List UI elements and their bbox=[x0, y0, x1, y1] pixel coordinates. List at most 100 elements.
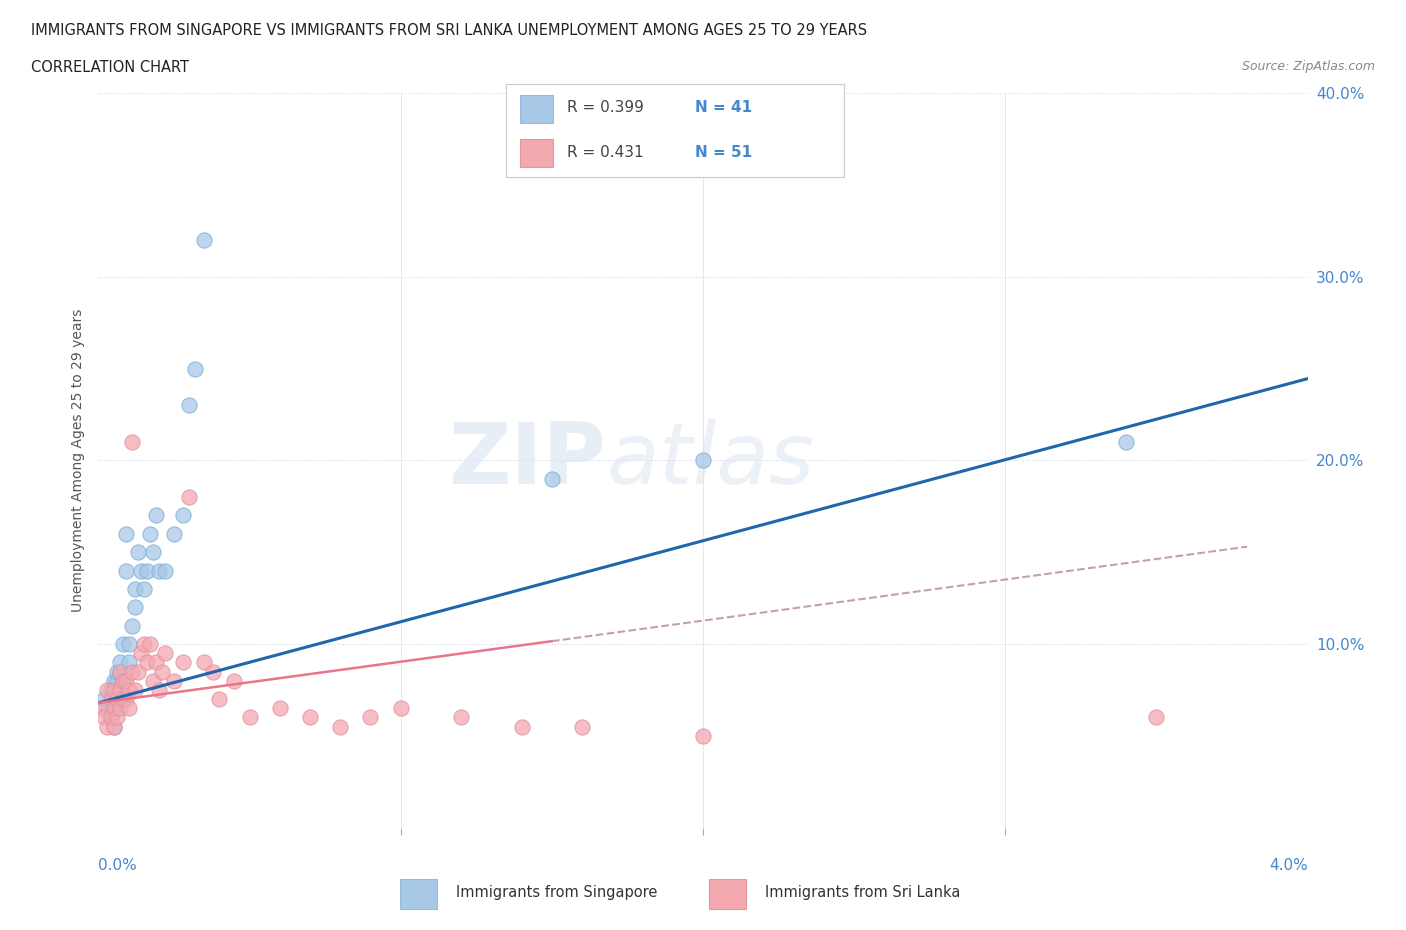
Text: N = 41: N = 41 bbox=[695, 100, 752, 115]
Point bbox=[105, 701, 128, 716]
Point bbox=[135, 564, 157, 578]
FancyBboxPatch shape bbox=[520, 95, 554, 123]
Point bbox=[93, 692, 115, 707]
Point bbox=[150, 664, 173, 679]
Text: R = 0.399: R = 0.399 bbox=[567, 100, 644, 115]
Point bbox=[111, 673, 134, 688]
Point bbox=[108, 692, 131, 707]
Text: N = 51: N = 51 bbox=[695, 145, 752, 160]
Point bbox=[224, 673, 246, 688]
FancyBboxPatch shape bbox=[520, 140, 554, 167]
Point bbox=[124, 600, 146, 615]
Text: Immigrants from Sri Lanka: Immigrants from Sri Lanka bbox=[765, 885, 960, 900]
Point bbox=[202, 664, 225, 679]
Point bbox=[179, 398, 201, 413]
Point bbox=[103, 719, 125, 734]
Point bbox=[124, 683, 146, 698]
Point bbox=[105, 664, 128, 679]
Point bbox=[269, 701, 291, 716]
Point bbox=[510, 719, 533, 734]
Point bbox=[127, 545, 149, 560]
Point bbox=[1115, 434, 1137, 449]
Point bbox=[105, 673, 128, 688]
Text: ZIP: ZIP bbox=[449, 418, 606, 502]
Point bbox=[1144, 711, 1167, 725]
Point bbox=[111, 692, 134, 707]
Point bbox=[208, 692, 231, 707]
Point bbox=[103, 673, 125, 688]
Point bbox=[163, 526, 186, 541]
Point bbox=[118, 701, 141, 716]
Point bbox=[111, 692, 134, 707]
Y-axis label: Unemployment Among Ages 25 to 29 years: Unemployment Among Ages 25 to 29 years bbox=[70, 309, 84, 612]
Point bbox=[148, 683, 170, 698]
Point bbox=[121, 664, 143, 679]
Point bbox=[108, 664, 131, 679]
Point bbox=[148, 564, 170, 578]
Point bbox=[184, 361, 207, 376]
Point bbox=[172, 508, 194, 523]
Point bbox=[124, 581, 146, 596]
Point bbox=[121, 618, 143, 633]
Point bbox=[108, 683, 131, 698]
Text: Immigrants from Singapore: Immigrants from Singapore bbox=[456, 885, 657, 900]
Point bbox=[114, 673, 136, 688]
Point bbox=[118, 683, 141, 698]
Point bbox=[108, 664, 131, 679]
Text: IMMIGRANTS FROM SINGAPORE VS IMMIGRANTS FROM SRI LANKA UNEMPLOYMENT AMONG AGES 2: IMMIGRANTS FROM SINGAPORE VS IMMIGRANTS … bbox=[31, 23, 868, 38]
Point bbox=[100, 711, 122, 725]
Point bbox=[145, 508, 167, 523]
Point bbox=[129, 645, 152, 660]
Point bbox=[193, 232, 215, 247]
Point bbox=[139, 526, 162, 541]
Point bbox=[142, 545, 165, 560]
Point bbox=[96, 683, 118, 698]
Point bbox=[692, 728, 714, 743]
Point bbox=[153, 564, 176, 578]
FancyBboxPatch shape bbox=[709, 879, 747, 910]
Point bbox=[114, 526, 136, 541]
Text: 0.0%: 0.0% bbox=[98, 857, 138, 872]
Point bbox=[692, 453, 714, 468]
Text: Source: ZipAtlas.com: Source: ZipAtlas.com bbox=[1241, 60, 1375, 73]
Point bbox=[193, 655, 215, 670]
Point bbox=[163, 673, 186, 688]
Point bbox=[172, 655, 194, 670]
Point bbox=[93, 711, 115, 725]
Point bbox=[239, 711, 262, 725]
Point bbox=[96, 701, 118, 716]
Point bbox=[359, 711, 381, 725]
Point bbox=[179, 490, 201, 505]
Point bbox=[100, 692, 122, 707]
Point bbox=[105, 692, 128, 707]
Text: 4.0%: 4.0% bbox=[1268, 857, 1308, 872]
Point bbox=[132, 637, 155, 652]
Point bbox=[389, 701, 412, 716]
Point bbox=[111, 637, 134, 652]
Point bbox=[100, 683, 122, 698]
Text: atlas: atlas bbox=[606, 418, 814, 502]
Point bbox=[139, 637, 162, 652]
Point bbox=[142, 673, 165, 688]
Text: R = 0.431: R = 0.431 bbox=[567, 145, 644, 160]
Point bbox=[111, 673, 134, 688]
Point bbox=[118, 637, 141, 652]
Point bbox=[103, 719, 125, 734]
Point bbox=[108, 701, 131, 716]
FancyBboxPatch shape bbox=[399, 879, 437, 910]
Point bbox=[153, 645, 176, 660]
Point bbox=[103, 683, 125, 698]
Point bbox=[132, 581, 155, 596]
Point bbox=[121, 434, 143, 449]
Point bbox=[450, 711, 472, 725]
Point bbox=[329, 719, 352, 734]
Point bbox=[90, 701, 112, 716]
Point bbox=[114, 692, 136, 707]
Point bbox=[108, 683, 131, 698]
Point bbox=[105, 692, 128, 707]
Point bbox=[103, 701, 125, 716]
Point bbox=[96, 719, 118, 734]
Point bbox=[145, 655, 167, 670]
Text: CORRELATION CHART: CORRELATION CHART bbox=[31, 60, 188, 75]
Point bbox=[108, 655, 131, 670]
